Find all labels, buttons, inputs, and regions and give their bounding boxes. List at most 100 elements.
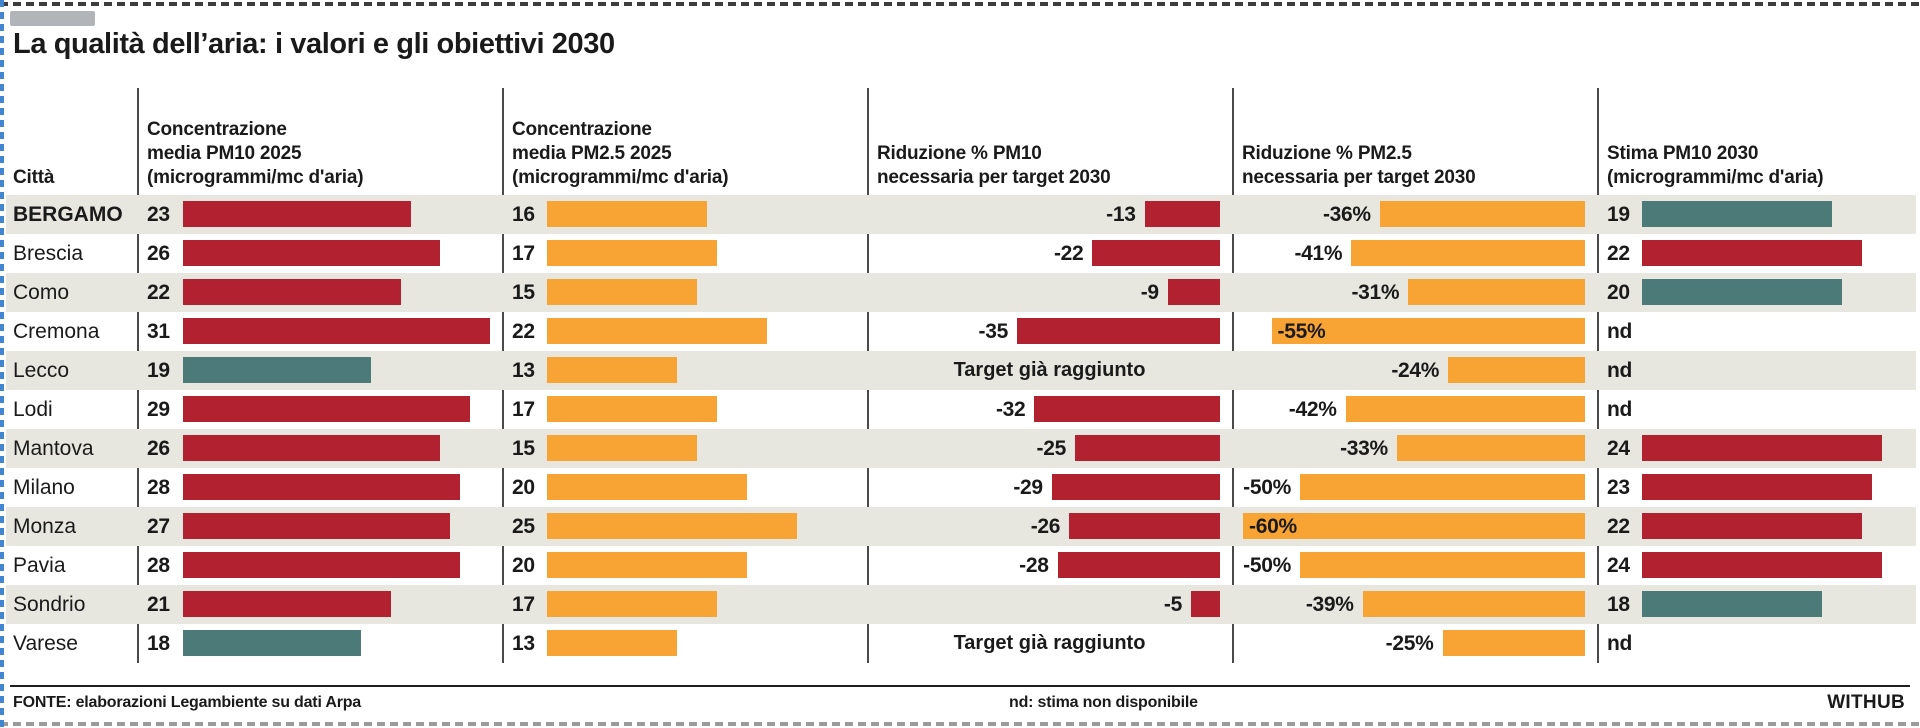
stima-2030-value: 24 — [1607, 437, 1630, 460]
rid-pm10-bar — [1034, 396, 1220, 422]
table-row: Varese 18 13 Target già raggiunto -25% nd — [0, 624, 1920, 663]
rid-pm10-value: -28 — [1019, 554, 1049, 577]
rid-pm10-bar — [1092, 240, 1220, 266]
rid-pm25-value: -25% — [1385, 632, 1434, 655]
pm25-2025-value: 17 — [512, 593, 535, 616]
rid-pm10-bar — [1069, 513, 1220, 539]
pm25-2025-bar — [547, 318, 767, 344]
pm25-2025-value: 17 — [512, 398, 535, 421]
pm10-2025-bar — [183, 357, 372, 383]
pm10-2025-value: 27 — [147, 515, 170, 538]
stima-2030-value: 19 — [1607, 203, 1630, 226]
city-label: BERGAMO — [13, 203, 123, 226]
pm25-2025-bar — [547, 279, 697, 305]
pm10-2025-value: 23 — [147, 203, 170, 226]
top-dashed-border — [0, 2, 1920, 6]
city-label: Sondrio — [13, 593, 86, 616]
stima-2030-value: 22 — [1607, 515, 1630, 538]
pm25-2025-bar — [547, 240, 717, 266]
stima-2030-value: nd — [1607, 632, 1633, 655]
stima-2030-bar — [1642, 552, 1882, 578]
pm10-2025-bar — [183, 630, 362, 656]
brand-logo: WITHUB — [1827, 692, 1905, 713]
stima-2030-bar — [1642, 201, 1832, 227]
pm10-2025-value: 29 — [147, 398, 170, 421]
rid-pm25-value: -36% — [1322, 203, 1371, 226]
city-label: Lecco — [13, 359, 70, 382]
table-rows: BERGAMO 23 16 -13 -36% 19 Brescia 26 17 -22 -41% 22… — [0, 195, 1920, 663]
city-label: Pavia — [13, 554, 66, 577]
pm10-2025-bar — [183, 474, 461, 500]
table-row: Cremona 31 22 -35 -55% nd — [0, 312, 1920, 351]
pm25-2025-value: 15 — [512, 437, 535, 460]
rid-pm10-bar — [1144, 201, 1220, 227]
pm10-2025-bar — [183, 396, 471, 422]
rid-pm25-bar — [1345, 396, 1585, 422]
pm25-2025-value: 15 — [512, 281, 535, 304]
city-label: Mantova — [13, 437, 94, 460]
column-header-pm25-2025: Concentrazione media PM2.5 2025 (microgr… — [512, 119, 729, 188]
rid-pm25-value: -31% — [1351, 281, 1400, 304]
rid-pm10-bar — [1051, 474, 1220, 500]
rid-pm10-bar — [1191, 591, 1220, 617]
stima-2030-bar — [1642, 513, 1862, 539]
pm25-2025-bar — [547, 435, 697, 461]
table-row: Como 22 15 -9 -31% 20 — [0, 273, 1920, 312]
rid-pm10-value: -22 — [1053, 242, 1084, 265]
pm10-2025-value: 28 — [147, 476, 170, 499]
rid-pm25-value: -41% — [1294, 242, 1343, 265]
rid-pm10-value: -13 — [1106, 203, 1136, 226]
pm10-2025-bar — [183, 279, 401, 305]
stima-2030-value: nd — [1607, 359, 1633, 382]
pm25-2025-bar — [547, 357, 677, 383]
pm25-2025-bar — [547, 591, 717, 617]
rid-pm25-bar — [1396, 435, 1585, 461]
rid-pm25-bar — [1362, 591, 1585, 617]
stima-2030-value: 22 — [1607, 242, 1630, 265]
footer-divider — [10, 685, 1910, 687]
page-title: La qualità dell’aria: i valori e gli obi… — [13, 28, 615, 60]
rid-pm10-value: -35 — [978, 320, 1009, 343]
rid-pm25-bar — [1448, 357, 1585, 383]
table-header: Città Concentrazione media PM10 2025 (mi… — [0, 85, 1920, 192]
city-label: Cremona — [13, 320, 100, 343]
city-label: Monza — [13, 515, 77, 538]
rid-pm25-value: -60% — [1249, 515, 1297, 538]
stima-2030-bar — [1642, 435, 1882, 461]
rid-pm25-bar — [1300, 552, 1585, 578]
pm25-2025-value: 13 — [512, 632, 535, 655]
source-note: FONTE: elaborazioni Legambiente su dati … — [13, 694, 361, 711]
stima-2030-value: 23 — [1607, 476, 1630, 499]
rid-pm25-value: -39% — [1305, 593, 1354, 616]
table-row: Brescia 26 17 -22 -41% 22 — [0, 234, 1920, 273]
rid-pm25-bar — [1408, 279, 1585, 305]
table-row: Milano 28 20 -29 -50% 23 — [0, 468, 1920, 507]
rid-pm25-value: -24% — [1391, 359, 1440, 382]
table-row: BERGAMO 23 16 -13 -36% 19 — [0, 195, 1920, 234]
pm25-2025-bar — [547, 474, 747, 500]
rid-pm10-value: -25 — [1036, 437, 1067, 460]
pm10-2025-value: 31 — [147, 320, 170, 343]
target-reached-label: Target già raggiunto — [953, 359, 1146, 381]
table-row: Lecco 19 13 Target già raggiunto -24% nd — [0, 351, 1920, 390]
rid-pm25-value: -55% — [1277, 320, 1326, 343]
pm25-2025-value: 13 — [512, 359, 535, 382]
nd-note: nd: stima non disponibile — [1009, 694, 1198, 711]
pm10-2025-value: 18 — [147, 632, 170, 655]
pm25-2025-value: 20 — [512, 476, 535, 499]
rid-pm10-value: -29 — [1013, 476, 1043, 499]
city-label: Milano — [13, 476, 75, 499]
pm10-2025-value: 21 — [147, 593, 170, 616]
rid-pm25-bar — [1271, 318, 1585, 344]
table-row: Lodi 29 17 -32 -42% nd — [0, 390, 1920, 429]
pm10-2025-bar — [183, 435, 441, 461]
rid-pm25-bar — [1442, 630, 1585, 656]
rid-pm25-value: -50% — [1243, 554, 1291, 577]
table-row: Monza 27 25 -26 -60% 22 — [0, 507, 1920, 546]
pm10-2025-value: 28 — [147, 554, 170, 577]
table-row: Pavia 28 20 -28 -50% 24 — [0, 546, 1920, 585]
rid-pm25-bar — [1379, 201, 1585, 227]
column-header-rid-pm25: Riduzione % PM2.5 necessaria per target … — [1242, 143, 1476, 188]
pm10-2025-value: 19 — [147, 359, 170, 382]
pm10-2025-bar — [183, 240, 441, 266]
